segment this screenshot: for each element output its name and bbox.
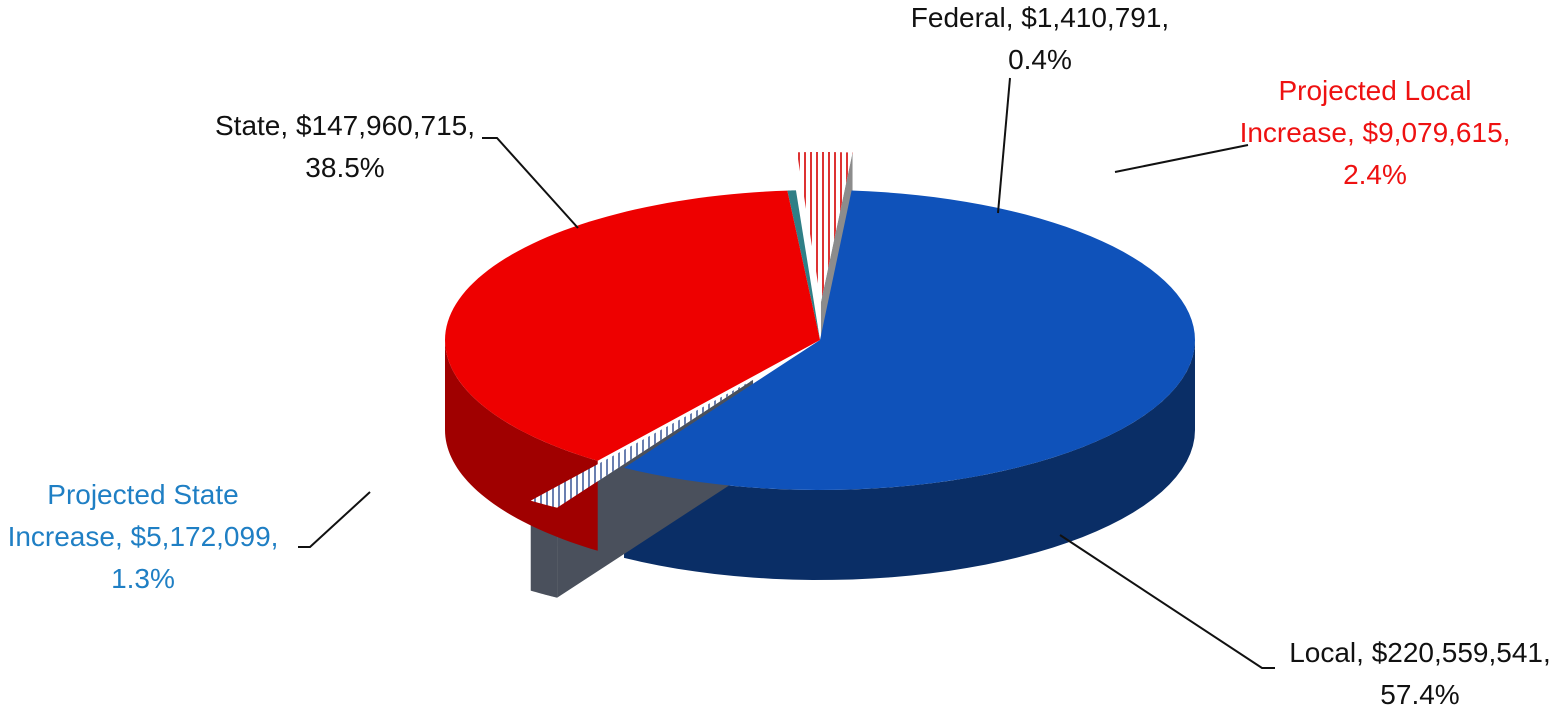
- leader-line: [298, 491, 371, 548]
- data-label: Projected State Increase, $5,172,099, 1.3%: [8, 479, 279, 594]
- label-line: Federal, $1,410,791,: [911, 2, 1169, 33]
- slice: [445, 190, 820, 461]
- label-line: Projected State: [47, 479, 238, 510]
- slice: [530, 379, 754, 508]
- leader-line: [1114, 144, 1249, 173]
- label-line: 57.4%: [1380, 679, 1459, 710]
- slice: [624, 190, 1195, 490]
- label-line: 0.4%: [1008, 44, 1072, 75]
- leader-lines: [298, 77, 1275, 669]
- label-line: State, $147,960,715,: [215, 110, 475, 141]
- label-line: Increase, $9,079,615,: [1240, 117, 1511, 148]
- slice: [796, 152, 853, 303]
- label-line: Projected Local: [1278, 75, 1471, 106]
- label-line: Increase, $5,172,099,: [8, 521, 279, 552]
- pie: [445, 152, 1195, 598]
- data-label: Local, $220,559,541, 57.4%: [1289, 637, 1551, 710]
- slice-side: [624, 340, 1195, 580]
- label-line: 2.4%: [1343, 159, 1407, 190]
- data-label: State, $147,960,715, 38.5%: [215, 110, 475, 183]
- leader-line: [1059, 534, 1275, 669]
- labels: Federal, $1,410,791, 0.4% Projected Local I…: [8, 2, 1551, 710]
- label-line: 38.5%: [305, 152, 384, 183]
- label-line: 1.3%: [111, 563, 175, 594]
- label-line: Local, $220,559,541,: [1289, 637, 1551, 668]
- data-label: Projected Local Increase, $9,079,615, 2.4%: [1240, 75, 1511, 190]
- leader-line: [482, 137, 579, 229]
- slice: [787, 190, 820, 340]
- leader-line: [997, 77, 1011, 214]
- data-label: Federal, $1,410,791, 0.4%: [911, 2, 1169, 75]
